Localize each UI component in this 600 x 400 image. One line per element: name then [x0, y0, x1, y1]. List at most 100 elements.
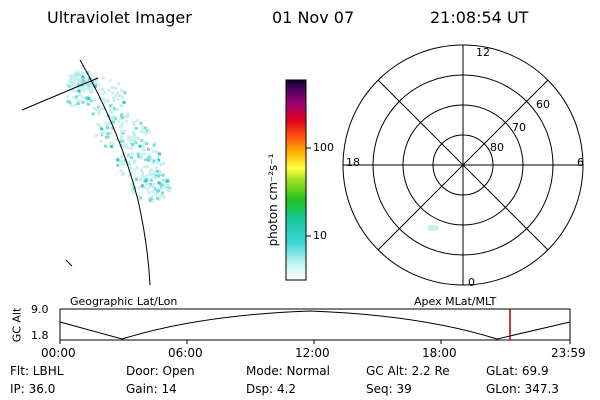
- info-gc-alt: GC Alt: 2.2 Re: [366, 364, 450, 378]
- aurora-pixel: [112, 107, 116, 111]
- aurora-pixel: [120, 113, 123, 117]
- aurora-pixel: [82, 89, 86, 93]
- aurora-pixel: [130, 152, 134, 156]
- aurora-pixel: [162, 161, 166, 165]
- aurora-pixel: [109, 145, 113, 149]
- aurora-pixel: [161, 173, 165, 177]
- aurora-pixel: [155, 150, 159, 154]
- aurora-pixel: [114, 93, 118, 97]
- aurora-pixel: [151, 190, 155, 194]
- aurora-pixel: [106, 135, 110, 139]
- aurora-pixel: [126, 160, 130, 164]
- aurora-pixel: [111, 143, 115, 147]
- mlt-label-12: 12: [476, 46, 490, 59]
- aurora-pixel: [121, 95, 125, 99]
- aurora-pixel: [76, 85, 80, 89]
- aurora-pixel: [83, 81, 87, 85]
- aurora-pixel: [114, 117, 117, 121]
- aurora-pixel: [117, 82, 121, 86]
- info-mode: Mode: Normal: [246, 364, 330, 378]
- polar-aurora-patch: [427, 225, 439, 231]
- aurora-pixel: [128, 162, 132, 166]
- aurora-pixel: [152, 143, 156, 147]
- info-gain: Gain: 14: [126, 382, 177, 396]
- aurora-pixel: [157, 174, 161, 178]
- aurora-pixel: [165, 187, 169, 191]
- aurora-pixel: [140, 153, 144, 157]
- altitude-x-tick: 06:00: [168, 346, 203, 360]
- altitude-axis-label: GC Alt: [10, 307, 24, 343]
- aurora-pixel: [141, 184, 145, 188]
- aurora-pixel: [148, 185, 152, 189]
- aurora-pixel: [134, 141, 138, 145]
- aurora-pixel: [144, 158, 148, 162]
- aurora-pixel: [81, 100, 85, 104]
- aurora-pixel: [106, 124, 110, 128]
- aurora-pixel: [138, 144, 142, 148]
- aurora-pixel: [108, 78, 112, 82]
- aurora-pixel: [92, 97, 96, 101]
- aurora-pixel: [132, 191, 136, 195]
- aurora-pixel: [123, 143, 127, 147]
- aurora-pixel: [145, 174, 149, 178]
- aurora-pixel: [131, 130, 135, 134]
- aurora-pixel: [122, 101, 126, 104]
- aurora-pixel: [99, 140, 103, 143]
- aurora-pixel: [121, 116, 125, 120]
- aurora-pixel: [81, 71, 85, 75]
- aurora-pixel: [70, 80, 74, 84]
- aurora-pixel: [104, 144, 108, 148]
- aurora-pixel: [156, 156, 160, 160]
- aurora-pixel: [72, 79, 76, 83]
- aurora-pixel: [68, 75, 72, 79]
- aurora-pixel: [84, 96, 88, 100]
- aurora-pixel: [75, 95, 79, 99]
- aurora-pixel: [150, 158, 154, 162]
- aurora-pixel: [120, 137, 124, 141]
- aurora-pixel: [150, 199, 154, 203]
- aurora-pixel: [137, 195, 141, 199]
- aurora-pixel: [149, 172, 153, 176]
- aurora-pixel: [126, 135, 130, 139]
- aurora-pixel: [155, 189, 159, 193]
- aurora-pixel: [101, 76, 105, 80]
- aurora-pixel: [156, 172, 160, 176]
- aurora-pixel: [130, 156, 134, 160]
- aurora-pixel: [161, 191, 164, 195]
- aurora-pixel: [111, 103, 115, 107]
- aurora-pixel: [110, 85, 114, 89]
- aurora-pixel: [73, 74, 77, 78]
- aurora-pixel: [127, 138, 131, 142]
- aurora-pixel: [155, 187, 159, 191]
- aurora-pixel: [123, 130, 127, 133]
- aurora-pixel: [142, 175, 146, 179]
- aurora-pixel: [136, 137, 140, 140]
- aurora-pixel: [130, 146, 133, 150]
- aurora-pixel: [124, 159, 127, 163]
- aurora-pixel: [145, 182, 149, 186]
- aurora-pixel: [115, 138, 118, 142]
- altitude-strip: [59, 308, 571, 344]
- colorbar-tick-label: 100: [313, 141, 334, 154]
- aurora-pixel: [154, 166, 158, 169]
- aurora-pixel: [141, 140, 145, 144]
- aurora-pixel: [167, 177, 171, 181]
- aurora-pixel: [105, 126, 109, 130]
- aurora-pixel: [158, 152, 162, 156]
- colorbar-tick-label: 10: [313, 229, 327, 242]
- aurora-pixel: [159, 163, 163, 166]
- aurora-pixel: [69, 82, 73, 86]
- aurora-pixel: [78, 86, 82, 90]
- aurora-pixel: [122, 162, 125, 166]
- aurora-pixel: [138, 178, 142, 182]
- aurora-pixel: [94, 81, 98, 85]
- aurora-pixel: [71, 75, 75, 79]
- info-glat: GLat: 69.9: [486, 364, 549, 378]
- aurora-pixel: [101, 97, 105, 101]
- aurora-pixel: [157, 158, 161, 162]
- aurora-pixel: [162, 195, 166, 199]
- aurora-pixel: [91, 112, 95, 116]
- aurora-pixel: [119, 94, 123, 97]
- aurora-pixel: [161, 186, 165, 190]
- aurora-pixel: [76, 77, 80, 81]
